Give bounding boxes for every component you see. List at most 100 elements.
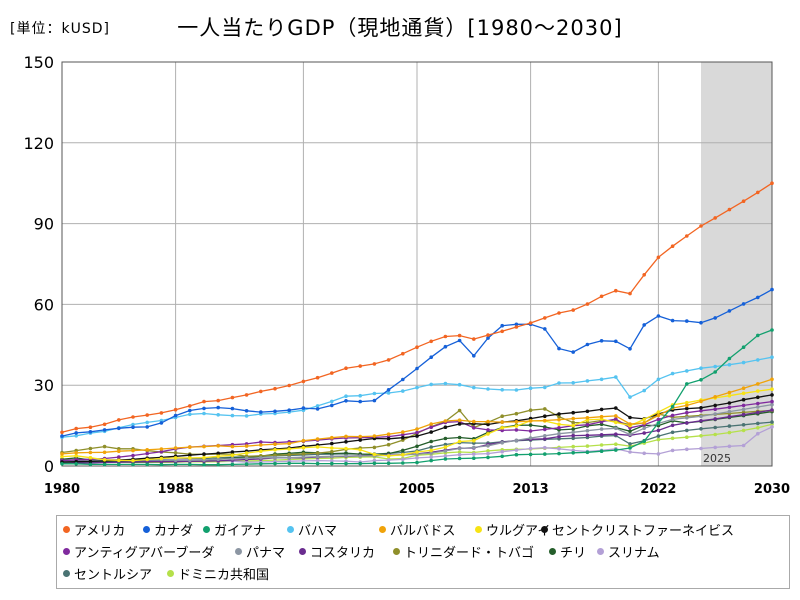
- data-point: [415, 460, 419, 465]
- data-point: [571, 423, 575, 428]
- data-point: [656, 421, 661, 425]
- data-point: [315, 454, 320, 459]
- legend-marker: [541, 526, 548, 533]
- data-point: [202, 444, 206, 449]
- data-point: [599, 377, 604, 382]
- data-point: [741, 397, 746, 402]
- legend-marker: [203, 526, 210, 533]
- data-point: [585, 416, 590, 420]
- data-point: [528, 429, 533, 433]
- data-point: [528, 321, 533, 325]
- legend-label: カナダ: [154, 524, 194, 539]
- data-point: [571, 427, 575, 431]
- data-point: [415, 385, 419, 390]
- data-point: [770, 377, 774, 382]
- data-point: [727, 409, 732, 414]
- data-point: [429, 445, 434, 449]
- data-point: [401, 430, 405, 434]
- data-point: [88, 450, 93, 455]
- y-tick-label: 90: [34, 215, 54, 234]
- data-point: [415, 456, 419, 460]
- data-point: [500, 414, 505, 419]
- data-point: [543, 414, 547, 419]
- data-point: [216, 454, 220, 459]
- data-point: [614, 339, 618, 344]
- data-point: [699, 409, 703, 413]
- legend-item: バハマ: [287, 520, 337, 539]
- legend-item: チリ: [549, 542, 586, 561]
- data-point: [486, 455, 490, 460]
- data-point: [117, 455, 121, 459]
- data-point: [372, 391, 377, 396]
- data-point: [741, 345, 746, 350]
- data-point: [656, 314, 661, 318]
- data-point: [670, 318, 675, 323]
- data-point: [557, 431, 561, 436]
- data-point: [145, 451, 149, 456]
- data-point: [756, 333, 760, 338]
- data-point: [443, 344, 448, 349]
- data-point: [401, 351, 405, 356]
- x-tick-label: 1988: [158, 482, 194, 497]
- data-point: [202, 399, 206, 404]
- legend-label: セントクリストファーネイビス: [552, 524, 735, 539]
- data-point: [500, 426, 505, 430]
- series-lines: [60, 181, 774, 467]
- data-point: [358, 461, 363, 466]
- data-point: [457, 450, 462, 454]
- data-point: [443, 425, 448, 430]
- legend-label: スリナム: [608, 546, 660, 561]
- data-point: [685, 406, 689, 411]
- data-point: [429, 439, 434, 444]
- data-point: [543, 445, 547, 450]
- data-point: [88, 446, 93, 451]
- data-point: [386, 458, 391, 462]
- series-アメリカ: [60, 181, 774, 435]
- data-point: [585, 302, 590, 306]
- data-point: [557, 434, 561, 439]
- data-point: [727, 444, 732, 449]
- data-point: [628, 395, 632, 399]
- data-point: [330, 403, 334, 408]
- data-point: [173, 413, 178, 418]
- legend-item: アメリカ: [63, 520, 125, 539]
- data-point: [358, 399, 363, 404]
- data-point: [386, 358, 391, 362]
- data-point: [543, 425, 547, 429]
- data-point: [713, 425, 717, 430]
- data-point: [486, 432, 490, 436]
- data-point: [571, 430, 575, 435]
- data-point: [756, 421, 760, 426]
- data-point: [429, 425, 434, 430]
- data-point: [74, 451, 78, 455]
- data-point: [188, 412, 192, 417]
- data-point: [88, 459, 93, 464]
- data-point: [756, 395, 760, 400]
- data-point: [628, 415, 632, 420]
- data-point: [60, 434, 64, 438]
- data-point: [443, 436, 448, 441]
- data-point: [230, 444, 235, 449]
- data-point: [372, 362, 377, 366]
- legend-marker: [63, 570, 70, 577]
- data-point: [401, 377, 405, 382]
- x-tick-label: 2005: [399, 482, 435, 497]
- data-point: [117, 426, 121, 431]
- x-tick-label: 1997: [285, 482, 321, 497]
- data-point: [685, 421, 689, 425]
- data-point: [699, 434, 703, 438]
- data-point: [457, 418, 462, 423]
- data-point: [642, 273, 646, 277]
- data-point: [259, 410, 263, 414]
- data-point: [614, 448, 618, 452]
- legend-marker: [549, 548, 556, 555]
- data-point: [699, 414, 703, 419]
- data-point: [642, 426, 646, 431]
- data-point: [188, 462, 192, 467]
- data-point: [472, 354, 476, 358]
- data-point: [88, 425, 93, 430]
- data-point: [543, 437, 547, 441]
- data-point: [557, 451, 561, 456]
- data-point: [514, 424, 519, 428]
- data-point: [543, 385, 547, 390]
